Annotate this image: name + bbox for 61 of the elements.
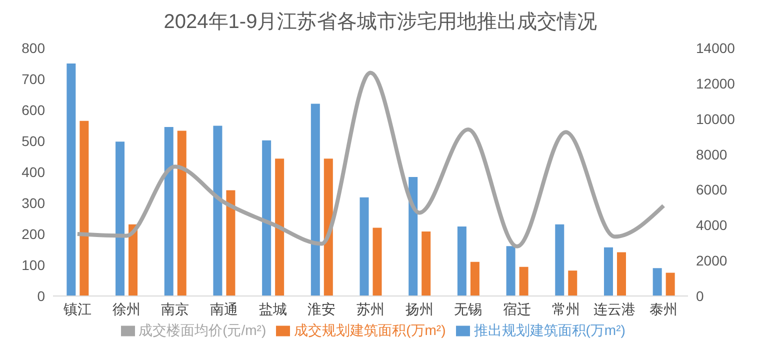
x-tick-label: 淮安 [308,300,336,317]
y2-tick-label: 4000 [696,217,728,234]
bar [652,268,662,296]
bar [177,130,186,296]
bar [213,126,222,296]
y-tick-label: 500 [22,132,46,149]
bar [408,176,418,296]
bar [310,104,320,296]
y2-tick-label: 12000 [696,75,736,92]
x-tick-label: 扬州 [405,300,434,317]
legend-label: 推出规划建筑面积(万m²) [474,322,626,338]
bar [262,140,272,296]
y-tick-label: 200 [22,226,46,242]
line-series [75,70,666,248]
y2-tick-label: 6000 [696,182,728,198]
chart-title: 2024年1-9月江苏省各城市涉宅用地推出成交情况 [162,10,598,35]
x-tick-label: 宿迁 [503,300,532,317]
bar [372,228,382,296]
bar [555,224,564,296]
x-tick-label: 连云港 [594,300,636,317]
x-tick-label: 南通 [210,300,238,317]
y2-tick-label: 10000 [696,110,736,127]
x-tick-label: 常州 [552,300,580,317]
bar [506,246,516,296]
bar [164,127,174,296]
x-tick-label: 镇江 [62,300,92,317]
bar [422,232,431,296]
x-tick-label: 南京 [161,300,190,317]
legend-label: 成交楼面均价(元/m²) [138,322,266,338]
bar [470,262,480,296]
x-tick-label: 泰州 [650,300,678,317]
x-tick-label: 徐州 [112,300,140,317]
legend-label: 成交规划建筑面积(万m²) [294,322,446,338]
y-tick-label: 700 [22,70,46,87]
y2-tick-label: 8000 [696,146,728,162]
y-tick-label: 100 [22,256,46,273]
x-tick-label: 无锡 [454,300,482,317]
bar [666,272,675,296]
bar [66,64,76,296]
y-tick-label: 300 [22,194,46,211]
y-tick-label: 800 [22,40,46,56]
bar [275,158,284,296]
bar [360,197,369,296]
bar [226,190,236,296]
bar [116,142,125,296]
bar [616,252,626,296]
bar [324,158,333,296]
bar [128,224,138,296]
bar [457,226,466,296]
bar [568,270,578,296]
y-tick-label: 400 [22,164,46,180]
y2-tick-label: 14000 [696,40,736,56]
bar [519,266,528,296]
x-tick-label: 盐城 [258,300,287,317]
y-tick-label: 0 [37,288,46,304]
y-tick-label: 600 [22,102,46,118]
x-tick-label: 苏州 [356,300,384,317]
y2-tick-label: 0 [696,288,704,304]
bar [80,120,89,296]
bar [604,247,613,296]
y2-tick-label: 2000 [696,252,728,269]
